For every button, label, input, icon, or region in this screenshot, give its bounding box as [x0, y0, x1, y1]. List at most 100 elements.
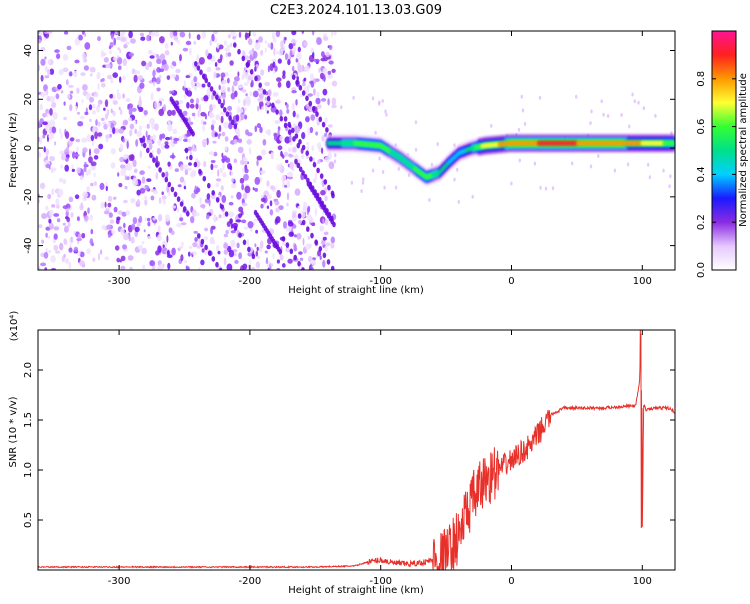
noise-blob	[154, 101, 158, 109]
noise-blob	[53, 213, 60, 217]
noise-blob	[289, 161, 294, 170]
noise-blob	[297, 46, 301, 53]
noise-blob	[253, 218, 259, 222]
noise-blob	[321, 147, 324, 154]
noise-blob	[225, 157, 231, 163]
noise-blob	[107, 195, 113, 202]
noise-blob	[164, 141, 169, 146]
noise-blob	[173, 31, 178, 38]
noise-streak	[333, 317, 337, 323]
noise-blob	[161, 191, 164, 195]
noise-streak	[294, 158, 298, 165]
ridge-speck	[361, 180, 365, 185]
noise-blob	[118, 182, 123, 188]
noise-blob	[195, 103, 199, 110]
noise-blob	[39, 182, 46, 190]
noise-blob	[201, 31, 207, 39]
noise-blob	[323, 231, 329, 236]
noise-blob	[190, 170, 195, 178]
noise-blob	[241, 89, 247, 93]
ridge-speck	[654, 113, 657, 118]
ridge-speck	[414, 120, 418, 125]
noise-blob	[147, 221, 151, 227]
noise-streak	[283, 116, 288, 122]
noise-blob	[265, 129, 271, 135]
noise-blob	[310, 47, 314, 53]
noise-streak	[215, 197, 220, 203]
noise-blob	[64, 164, 69, 172]
noise-blob	[198, 237, 201, 246]
noise-blob	[301, 31, 305, 35]
noise-blob	[228, 201, 234, 206]
noise-blob	[88, 156, 93, 164]
noise-blob	[300, 154, 305, 160]
noise-blob	[308, 266, 314, 270]
noise-blob	[303, 77, 307, 82]
noise-blob	[96, 71, 101, 80]
noise-blob	[73, 246, 79, 253]
noise-blob	[280, 150, 283, 157]
noise-streak	[245, 62, 250, 68]
noise-blob	[273, 37, 277, 43]
noise-blob	[316, 104, 322, 109]
noise-streak	[325, 304, 329, 310]
noise-streak	[237, 48, 241, 55]
noise-blob	[296, 113, 300, 119]
noise-blob	[134, 128, 137, 134]
noise-blob	[138, 215, 143, 223]
noise-blob	[117, 210, 123, 215]
noise-blob	[97, 36, 101, 42]
noise-blob	[60, 153, 67, 161]
noise-blob	[324, 245, 328, 252]
noise-blob	[257, 105, 260, 112]
noise-blob	[130, 38, 136, 44]
noise-blob	[275, 216, 281, 224]
noise-blob	[198, 104, 202, 112]
noise-blob	[214, 62, 218, 67]
noise-blob	[236, 242, 240, 249]
noise-blob	[234, 76, 240, 82]
noise-streak	[186, 211, 190, 217]
noise-blob	[286, 202, 289, 207]
noise-blob	[294, 125, 300, 134]
noise-blob	[204, 227, 209, 232]
noise-blob	[144, 195, 148, 200]
noise-blob	[125, 210, 131, 216]
ridge-speck	[371, 96, 375, 101]
noise-streak	[164, 176, 169, 183]
noise-blob	[116, 88, 119, 97]
noise-blob	[228, 211, 235, 218]
noise-blob	[227, 34, 232, 39]
noise-blob	[311, 222, 316, 227]
noise-blob	[179, 217, 184, 222]
ridge-speck	[384, 109, 387, 114]
noise-blob	[294, 188, 301, 196]
noise-blob	[123, 232, 129, 241]
noise-blob	[84, 111, 89, 116]
noise-blob	[172, 90, 175, 94]
noise-blob	[309, 80, 314, 85]
noise-blob	[158, 75, 162, 79]
ridge-speck	[490, 123, 493, 128]
noise-blob	[242, 202, 248, 207]
noise-blob	[192, 144, 195, 149]
noise-blob	[179, 31, 186, 38]
noise-blob	[215, 182, 219, 187]
noise-blob	[291, 90, 297, 94]
noise-blob	[220, 185, 224, 191]
ridge-speck	[633, 99, 636, 104]
ridge-speck	[590, 109, 593, 114]
noise-blob	[292, 146, 297, 153]
noise-streak	[279, 115, 284, 122]
noise-blob	[247, 98, 251, 105]
noise-blob	[107, 122, 111, 127]
noise-blob	[63, 116, 67, 121]
noise-blob	[39, 31, 44, 36]
noise-blob	[38, 39, 42, 44]
noise-blob	[284, 37, 287, 41]
noise-blob	[285, 225, 292, 233]
noise-blob	[47, 68, 51, 76]
noise-blob	[48, 249, 52, 254]
noise-blob	[323, 74, 326, 83]
